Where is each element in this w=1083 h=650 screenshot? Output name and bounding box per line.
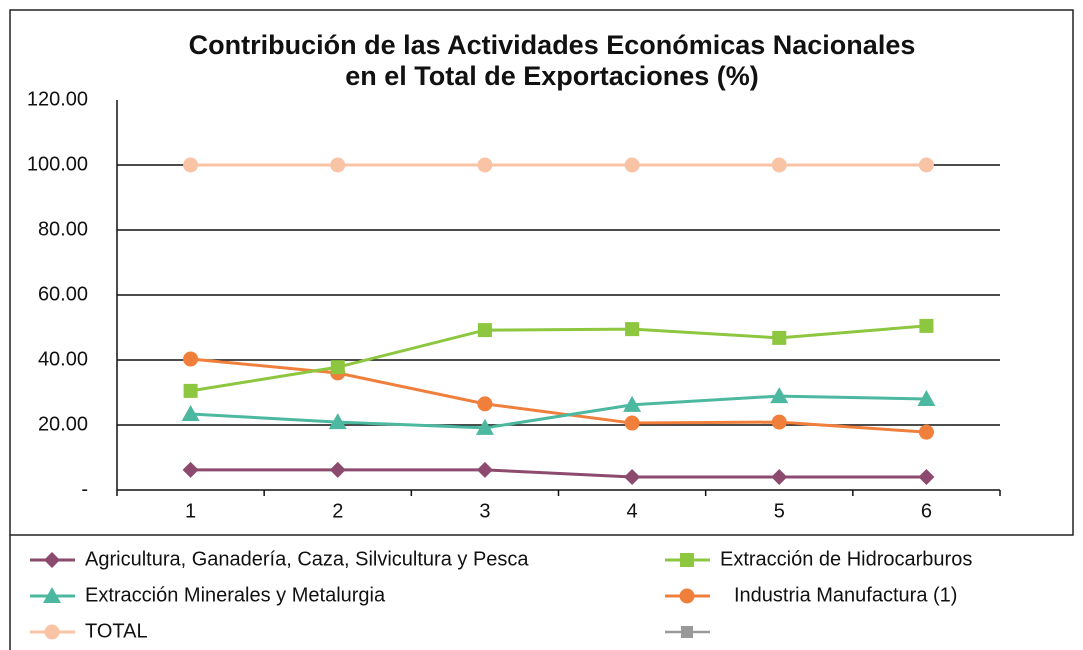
marker bbox=[477, 323, 492, 338]
y-tick-label: 40.00 bbox=[38, 348, 88, 370]
y-tick-label: 120.00 bbox=[27, 88, 88, 110]
legend-label: Extracción Minerales y Metalurgia bbox=[85, 584, 386, 606]
marker bbox=[771, 469, 788, 485]
marker bbox=[919, 318, 934, 333]
legend-label: Extracción de Hidrocarburos bbox=[720, 548, 972, 570]
series-line bbox=[190, 324, 927, 393]
marker bbox=[183, 351, 199, 367]
marker bbox=[477, 157, 493, 173]
y-tick-label: 100.00 bbox=[27, 153, 88, 175]
marker bbox=[477, 396, 493, 412]
marker bbox=[918, 424, 934, 440]
marker bbox=[43, 587, 61, 603]
marker bbox=[329, 461, 346, 478]
x-tick-label: 5 bbox=[774, 500, 785, 522]
marker bbox=[625, 322, 640, 337]
marker bbox=[182, 461, 199, 478]
marker bbox=[183, 157, 199, 173]
marker bbox=[680, 553, 694, 567]
y-tick-label: 80.00 bbox=[38, 218, 88, 240]
legend-label: TOTAL bbox=[85, 620, 148, 642]
marker bbox=[330, 157, 346, 173]
marker bbox=[917, 390, 936, 406]
marker bbox=[679, 588, 695, 604]
marker bbox=[330, 360, 345, 375]
marker bbox=[918, 469, 935, 485]
marker bbox=[771, 157, 787, 173]
marker bbox=[918, 157, 934, 173]
marker bbox=[476, 461, 493, 478]
chart-frame bbox=[9, 9, 1074, 536]
legend-empty-entry bbox=[665, 626, 710, 638]
x-tick-label: 4 bbox=[627, 500, 638, 522]
x-tick-label: 6 bbox=[921, 500, 932, 522]
marker bbox=[770, 387, 789, 404]
marker bbox=[624, 157, 640, 173]
y-tick-label: 20.00 bbox=[38, 413, 88, 435]
marker bbox=[771, 414, 787, 430]
y-tick-label: - bbox=[81, 478, 88, 500]
legend-label: Industria Manufactura (1) bbox=[734, 584, 957, 606]
marker bbox=[623, 395, 642, 412]
legend-label: Agricultura, Ganadería, Caza, Silvicultu… bbox=[85, 548, 529, 570]
marker bbox=[181, 404, 200, 421]
x-tick-label: 2 bbox=[332, 500, 343, 522]
marker bbox=[328, 413, 347, 430]
series-line bbox=[190, 394, 927, 430]
marker bbox=[44, 624, 60, 640]
x-tick-label: 3 bbox=[479, 500, 490, 522]
marker bbox=[772, 330, 787, 345]
marker bbox=[624, 415, 640, 431]
marker bbox=[475, 418, 494, 435]
x-tick-label: 1 bbox=[185, 500, 196, 522]
marker bbox=[624, 469, 641, 485]
marker bbox=[183, 383, 198, 398]
series-line bbox=[190, 468, 927, 479]
chart-title: Contribución de las Actividades Económic… bbox=[189, 30, 916, 60]
chart-title: en el Total de Exportaciones (%) bbox=[345, 61, 759, 91]
marker bbox=[44, 552, 60, 568]
y-tick-label: 60.00 bbox=[38, 283, 88, 305]
